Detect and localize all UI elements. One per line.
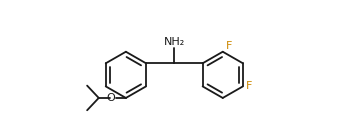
Text: F: F — [226, 41, 232, 51]
Text: F: F — [246, 81, 252, 91]
Text: NH₂: NH₂ — [164, 37, 185, 47]
Text: O: O — [106, 93, 115, 103]
